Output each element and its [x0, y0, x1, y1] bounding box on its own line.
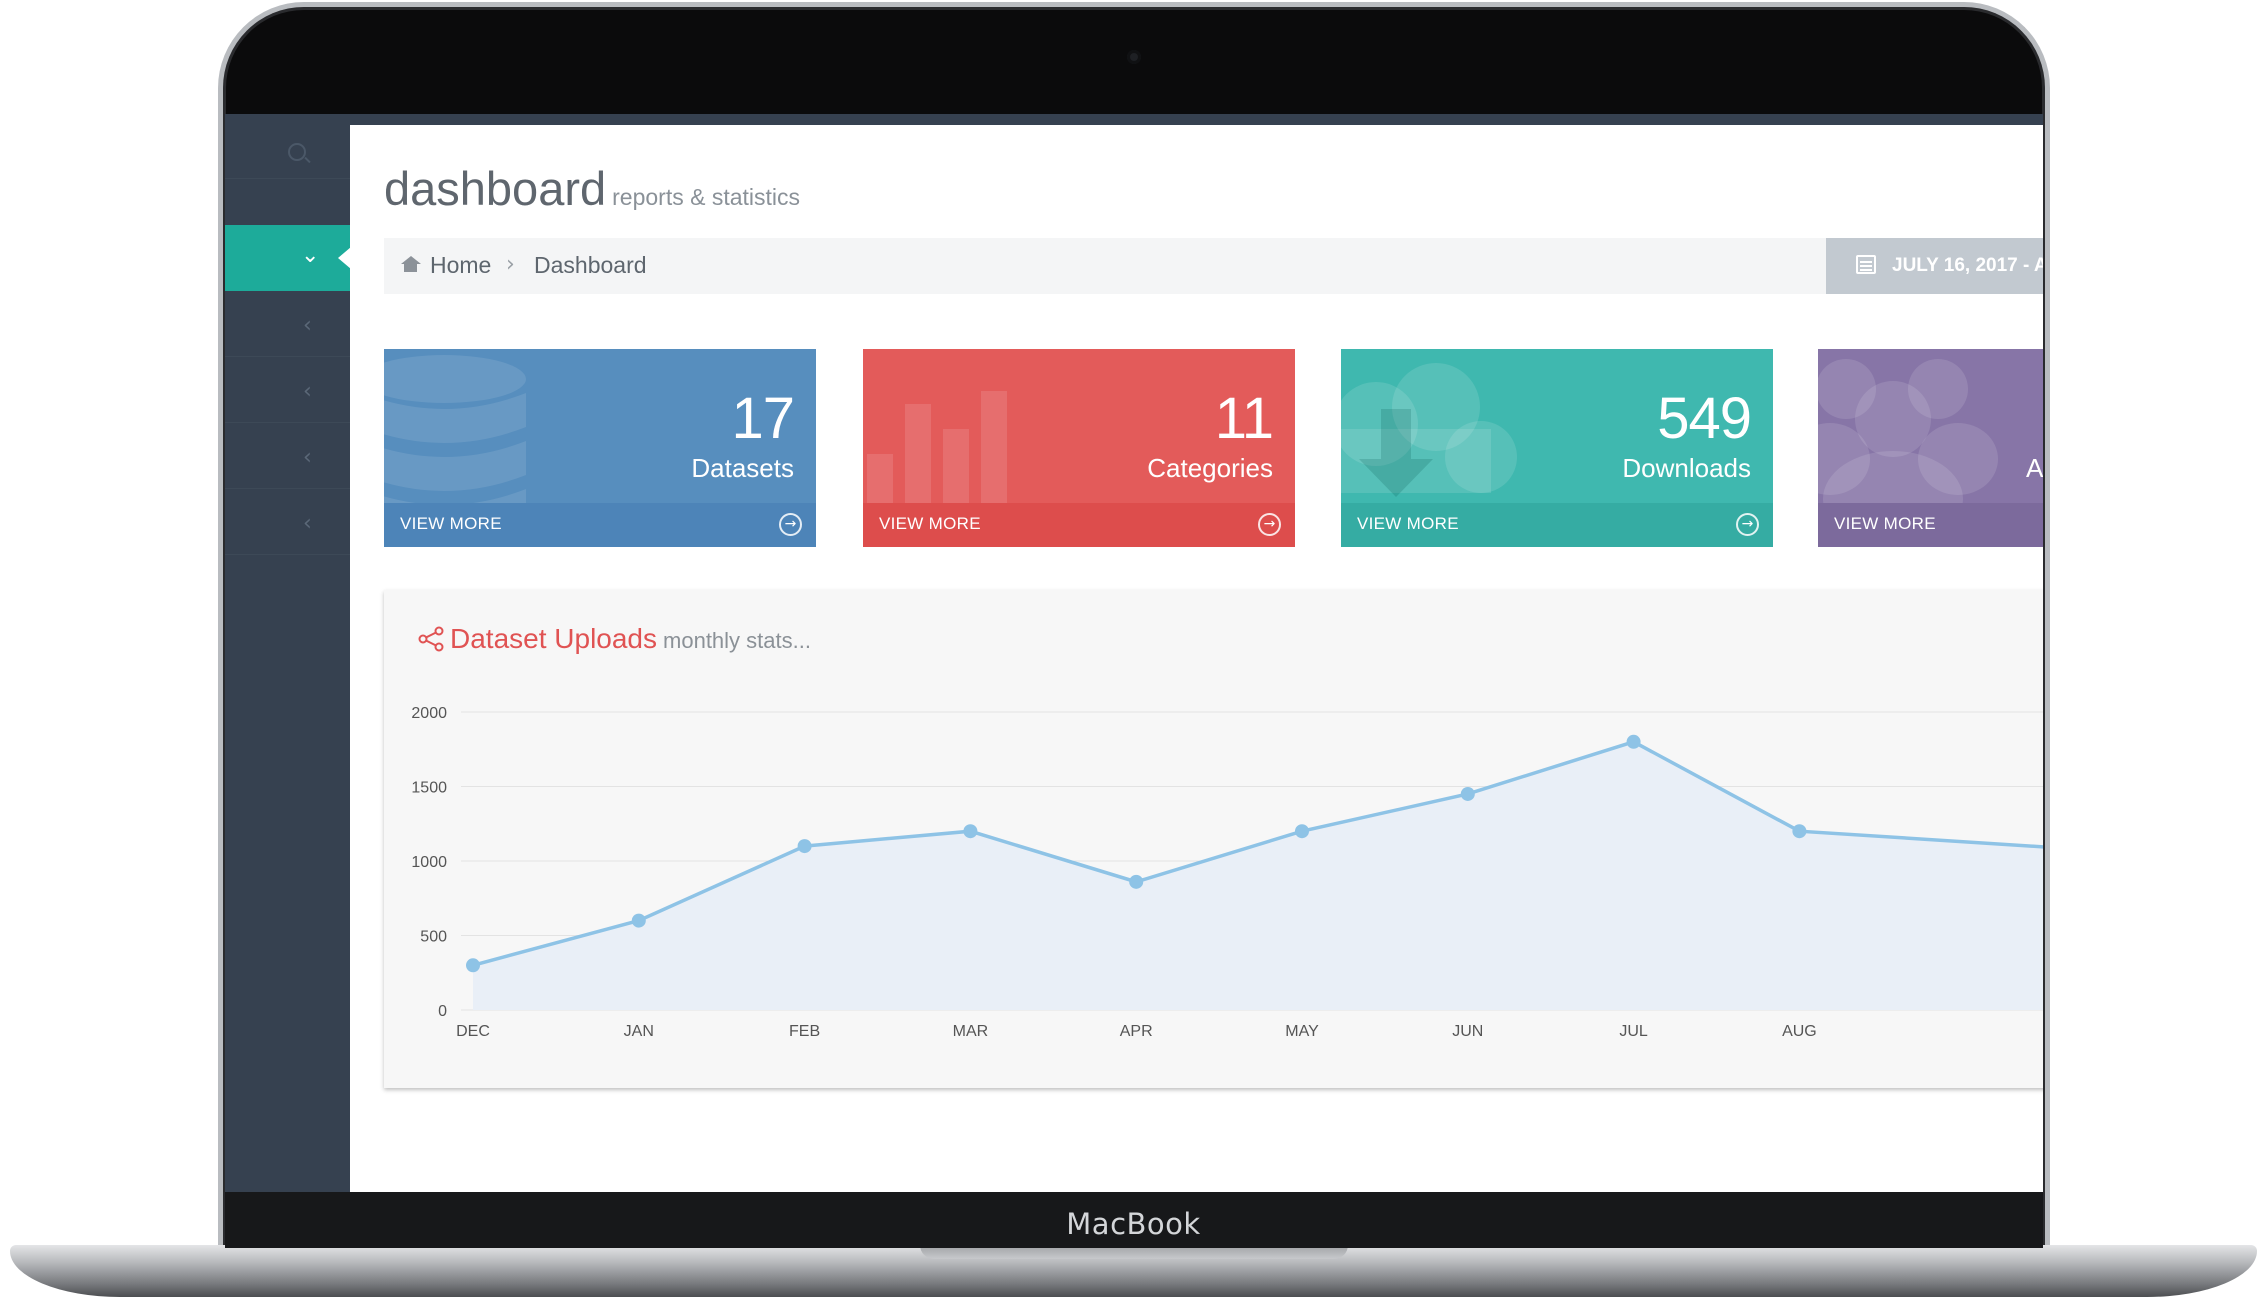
stat-tile-users: A VIEW MORE — [1818, 349, 2043, 547]
tile-footer[interactable]: VIEW MORE → — [384, 503, 816, 547]
arrow-circle-right-icon[interactable]: → — [1258, 513, 1281, 536]
data-point-jun — [1460, 786, 1475, 801]
top-bar — [225, 114, 2043, 125]
y-tick-label: 2000 — [411, 705, 447, 722]
page-title-text: dashboard — [384, 162, 607, 215]
chevron-left-icon: ‹ — [303, 313, 312, 338]
tile-label: Categories — [1147, 453, 1273, 483]
y-tick-label: 1500 — [411, 780, 447, 797]
arrow-circle-right-icon[interactable]: → — [779, 513, 802, 536]
stat-tile-datasets: 17 Datasets VIEW MORE → — [384, 349, 816, 547]
data-point-apr — [1129, 874, 1144, 889]
series-area — [473, 741, 2043, 1010]
chevron-left-icon: ‹ — [303, 511, 312, 536]
x-tick-label: DEC — [456, 1023, 490, 1040]
breadcrumb-home-link[interactable]: Home — [430, 252, 492, 278]
data-point-dec — [466, 958, 480, 973]
x-tick-label: MAR — [953, 1023, 989, 1040]
sidebar-item-5[interactable]: ‹ — [225, 489, 350, 555]
data-point-feb — [797, 839, 812, 854]
tile-footer[interactable]: VIEW MORE → — [1341, 503, 1773, 547]
x-tick-label: APR — [1120, 1023, 1153, 1040]
arrow-circle-right-icon[interactable]: → — [1736, 513, 1759, 536]
breadcrumb-current: Dashboard — [534, 252, 647, 278]
laptop-chin — [225, 1192, 2043, 1248]
share-icon — [418, 626, 444, 652]
chart-subtitle: monthly stats... — [663, 628, 811, 653]
stat-tile-downloads: 549 Downloads VIEW MORE → — [1341, 349, 1773, 547]
x-tick-label: JUL — [1619, 1023, 1648, 1040]
breadcrumb: Home › Dashboard — [384, 238, 1833, 294]
date-range-button[interactable]: JULY 16, 2017 - A — [1826, 238, 2043, 294]
calendar-icon — [1856, 255, 1876, 274]
tile-number: 11 — [1214, 386, 1274, 451]
home-icon — [401, 256, 421, 273]
chevron-left-icon: ‹ — [303, 445, 312, 470]
y-tick-label: 0 — [438, 1003, 447, 1020]
x-tick-label: MAY — [1285, 1023, 1319, 1040]
search-icon — [288, 143, 306, 161]
main-content: dashboard reports & statistics Home › Das… — [350, 125, 2043, 1192]
chevron-right-icon: › — [506, 252, 515, 277]
x-tick-label: AUG — [1782, 1023, 1817, 1040]
page-subtitle: reports & statistics — [612, 184, 801, 210]
sidebar-item-dashboard[interactable]: ⌄ — [225, 225, 351, 291]
chart-panel: Dataset Uploads monthly stats... 0 500 1000… — [384, 590, 2043, 1088]
data-point-aug — [1792, 824, 1807, 839]
cloud-download-icon — [1341, 363, 1517, 497]
chevron-left-icon: ‹ — [303, 379, 312, 404]
series-line — [472, 739, 2043, 967]
tile-label: A — [2026, 453, 2043, 483]
view-more-link[interactable]: VIEW MORE — [400, 514, 502, 533]
view-more-link[interactable]: VIEW MORE — [879, 514, 981, 533]
sidebar: ⌄ ‹ ‹ ‹ ‹ — [225, 125, 351, 1192]
laptop-brand: MacBook — [1066, 1207, 1201, 1241]
tile-footer[interactable]: VIEW MORE → — [863, 503, 1295, 547]
data-point-may — [1295, 824, 1309, 839]
laptop-notch — [920, 1245, 1348, 1259]
page-title: dashboard reports & statistics — [384, 161, 800, 216]
x-tick-label: FEB — [789, 1023, 820, 1040]
sidebar-item-4[interactable]: ‹ — [225, 423, 350, 489]
screen: ⌄ ‹ ‹ ‹ ‹ dashboard reports & statistics … — [225, 114, 2043, 1192]
tile-number: 549 — [1657, 386, 1752, 451]
camera-icon — [1127, 50, 1141, 64]
tile-label: Downloads — [1622, 453, 1751, 483]
date-range-label: JULY 16, 2017 - A — [1892, 255, 2043, 276]
sidebar-item-3[interactable]: ‹ — [225, 357, 350, 423]
stat-tile-categories: 11 Categories VIEW MORE → — [863, 349, 1295, 547]
data-point-mar — [963, 824, 978, 839]
data-point-jan — [631, 913, 646, 928]
uploads-chart: 0 500 1000 1500 2000 DEC JAN FEB MAR APR MAY JUN JUL… — [411, 705, 2043, 1040]
view-more-link[interactable]: VIEW MORE — [1834, 514, 1936, 533]
view-more-link[interactable]: VIEW MORE — [1357, 514, 1459, 533]
x-tick-label: JAN — [624, 1023, 654, 1040]
y-tick-label: 1000 — [411, 854, 447, 871]
tile-number: 17 — [731, 386, 795, 451]
chevron-down-icon: ⌄ — [301, 243, 320, 268]
sidebar-item-2[interactable]: ‹ — [225, 291, 350, 357]
tile-footer[interactable]: VIEW MORE — [1818, 503, 2043, 547]
y-tick-label: 500 — [420, 929, 447, 946]
x-tick-label: JUN — [1452, 1023, 1483, 1040]
data-point-jul — [1626, 734, 1641, 749]
tile-label: Datasets — [691, 453, 794, 483]
chart-panel-title: Dataset Uploads monthly stats... — [450, 623, 811, 655]
sidebar-search[interactable] — [225, 125, 350, 179]
chart-title: Dataset Uploads — [450, 623, 658, 654]
